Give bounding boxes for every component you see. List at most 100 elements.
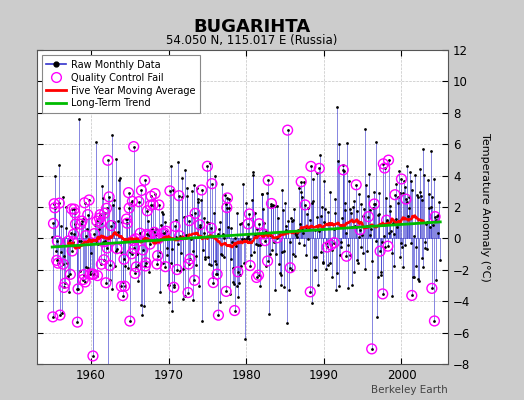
- Point: [95, 215, 104, 221]
- Point: [364, 192, 372, 199]
- Point: [140, 177, 149, 184]
- Point: [414, 276, 422, 282]
- Point: [103, 245, 112, 251]
- Point: [62, 204, 70, 210]
- Point: [91, 221, 99, 228]
- Point: [417, 192, 425, 199]
- Point: [104, 157, 112, 164]
- Point: [308, 300, 316, 306]
- Point: [283, 127, 292, 133]
- Point: [51, 172, 60, 179]
- Point: [228, 265, 237, 271]
- Point: [276, 282, 285, 289]
- Point: [373, 314, 381, 320]
- Point: [112, 248, 120, 255]
- Point: [94, 226, 103, 232]
- Point: [58, 310, 66, 316]
- Point: [420, 172, 428, 179]
- Point: [89, 353, 97, 359]
- Point: [77, 221, 85, 227]
- Point: [294, 227, 302, 234]
- Point: [175, 192, 183, 199]
- Point: [289, 251, 298, 257]
- Point: [160, 230, 168, 236]
- Point: [68, 206, 76, 212]
- Point: [178, 194, 187, 200]
- Point: [151, 232, 160, 238]
- Point: [79, 215, 87, 222]
- Point: [206, 160, 214, 166]
- Point: [142, 260, 150, 266]
- Point: [215, 225, 223, 232]
- Point: [118, 292, 127, 299]
- Point: [185, 217, 193, 224]
- Point: [117, 283, 126, 290]
- Point: [246, 262, 254, 269]
- Point: [265, 310, 273, 317]
- Point: [341, 200, 349, 206]
- Point: [162, 245, 171, 252]
- Point: [143, 208, 151, 214]
- Point: [104, 368, 113, 375]
- Point: [66, 271, 74, 278]
- Point: [377, 272, 385, 278]
- Point: [90, 230, 99, 237]
- Point: [391, 192, 399, 198]
- Point: [278, 249, 287, 255]
- Point: [84, 212, 92, 218]
- Point: [190, 277, 199, 284]
- Point: [306, 289, 314, 295]
- Point: [214, 312, 223, 318]
- Point: [124, 264, 132, 271]
- Point: [335, 140, 344, 147]
- Point: [221, 192, 229, 198]
- Point: [327, 242, 335, 248]
- Point: [155, 202, 163, 208]
- Point: [287, 215, 295, 221]
- Point: [332, 287, 340, 293]
- Point: [261, 238, 269, 244]
- Point: [150, 229, 159, 236]
- Point: [143, 231, 151, 238]
- Point: [428, 285, 436, 292]
- Point: [199, 230, 208, 236]
- Point: [406, 169, 414, 176]
- Point: [60, 284, 68, 291]
- Point: [142, 260, 150, 266]
- Point: [206, 262, 215, 268]
- Point: [149, 201, 157, 208]
- Point: [63, 260, 71, 266]
- Point: [430, 318, 439, 324]
- Point: [400, 184, 409, 190]
- Point: [176, 233, 184, 239]
- Point: [73, 319, 82, 325]
- Point: [111, 263, 119, 270]
- Point: [278, 186, 286, 193]
- Point: [314, 282, 322, 288]
- Point: [379, 161, 388, 167]
- Point: [351, 223, 359, 230]
- Point: [193, 198, 202, 205]
- Point: [227, 224, 236, 231]
- Point: [273, 234, 281, 241]
- Point: [264, 258, 272, 264]
- Point: [293, 234, 301, 240]
- Point: [231, 235, 239, 241]
- Point: [200, 215, 209, 221]
- Point: [71, 221, 80, 227]
- Point: [228, 239, 236, 246]
- Point: [121, 262, 129, 269]
- Point: [221, 201, 230, 208]
- Point: [375, 189, 384, 196]
- Point: [309, 198, 318, 204]
- Point: [114, 218, 123, 224]
- Point: [422, 221, 430, 228]
- Point: [236, 221, 245, 228]
- Point: [85, 197, 93, 203]
- Point: [240, 260, 248, 266]
- Point: [54, 260, 62, 266]
- Point: [212, 271, 221, 278]
- Point: [158, 231, 166, 237]
- Point: [292, 230, 301, 236]
- Point: [431, 214, 439, 220]
